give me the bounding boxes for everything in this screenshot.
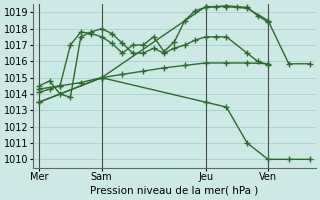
X-axis label: Pression niveau de la mer( hPa ): Pression niveau de la mer( hPa ) [90,186,259,196]
